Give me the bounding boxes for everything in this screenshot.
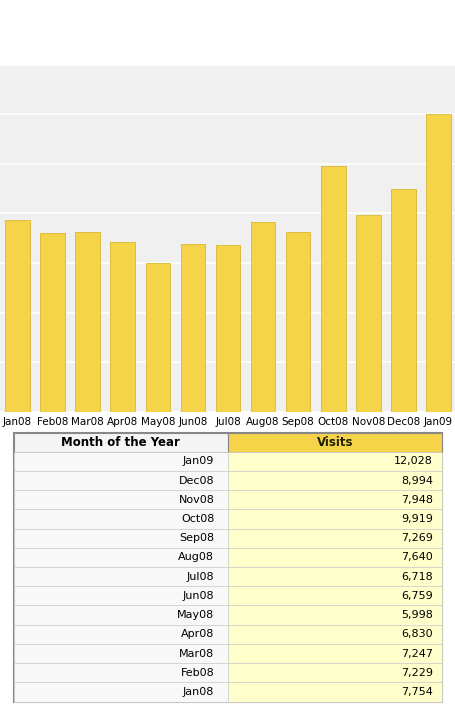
Bar [14, 471, 228, 490]
Text: Visits: Visits [316, 436, 353, 449]
Text: Mar08: Mar08 [179, 648, 214, 659]
Text: Aug08: Aug08 [178, 552, 214, 562]
Bar [228, 663, 441, 682]
Text: Jul08: Jul08 [186, 572, 214, 581]
Bar [14, 567, 228, 586]
Text: 7,754: 7,754 [400, 687, 432, 697]
Text: 7,948: 7,948 [400, 495, 432, 505]
Bar [14, 606, 228, 625]
Text: 5,998: 5,998 [400, 610, 432, 620]
Bar [14, 529, 228, 548]
Bar [228, 432, 441, 452]
Bar [250, 222, 275, 412]
Text: 6,759: 6,759 [400, 591, 432, 601]
Text: Month of the Year: Month of the Year [61, 436, 180, 449]
Text: This Year's Visits by Month: This Year's Visits by Month [122, 27, 333, 40]
Text: Nov08: Nov08 [178, 495, 214, 505]
Bar [180, 244, 205, 412]
Bar [14, 625, 228, 644]
Text: Apr08: Apr08 [181, 629, 214, 639]
Text: May08: May08 [177, 610, 214, 620]
Bar [110, 242, 135, 412]
Bar [14, 548, 228, 567]
Bar [228, 644, 441, 663]
Bar [228, 682, 441, 701]
Bar [228, 471, 441, 490]
Bar [75, 232, 100, 412]
Bar [228, 452, 441, 471]
Bar [228, 625, 441, 644]
Bar [14, 490, 228, 509]
Text: 9,919: 9,919 [400, 514, 432, 524]
Bar [14, 586, 228, 606]
Text: 7,269: 7,269 [400, 533, 432, 543]
Text: 7,229: 7,229 [400, 668, 432, 678]
Bar [40, 233, 65, 412]
Bar [228, 567, 441, 586]
Bar [390, 189, 415, 412]
Text: 8,994: 8,994 [400, 476, 432, 486]
Bar [14, 509, 228, 529]
Bar [425, 114, 450, 412]
Bar [228, 509, 441, 529]
Text: Jan08: Jan08 [182, 687, 214, 697]
Bar [228, 548, 441, 567]
Text: 6,718: 6,718 [400, 572, 432, 581]
Text: Jun08: Jun08 [182, 591, 214, 601]
Bar [14, 432, 228, 452]
Text: Jan09: Jan09 [182, 457, 214, 466]
Bar [14, 682, 228, 701]
Bar [320, 166, 345, 412]
Text: 7,247: 7,247 [400, 648, 432, 659]
Bar [355, 214, 380, 412]
Text: 7,640: 7,640 [400, 552, 432, 562]
Text: 12,028: 12,028 [394, 457, 432, 466]
Bar [228, 586, 441, 606]
Text: Oct08: Oct08 [181, 514, 214, 524]
Text: 6,830: 6,830 [401, 629, 432, 639]
Bar [228, 490, 441, 509]
Bar [285, 231, 310, 412]
Bar [228, 529, 441, 548]
Bar [14, 663, 228, 682]
Bar [145, 263, 170, 412]
Text: Feb08: Feb08 [180, 668, 214, 678]
Bar [228, 606, 441, 625]
Text: Sep08: Sep08 [179, 533, 214, 543]
Bar [14, 644, 228, 663]
Bar [215, 245, 240, 412]
Text: BadEagle: BadEagle [188, 6, 267, 21]
Bar [5, 219, 30, 412]
Text: Dec08: Dec08 [178, 476, 214, 486]
Bar [14, 452, 228, 471]
